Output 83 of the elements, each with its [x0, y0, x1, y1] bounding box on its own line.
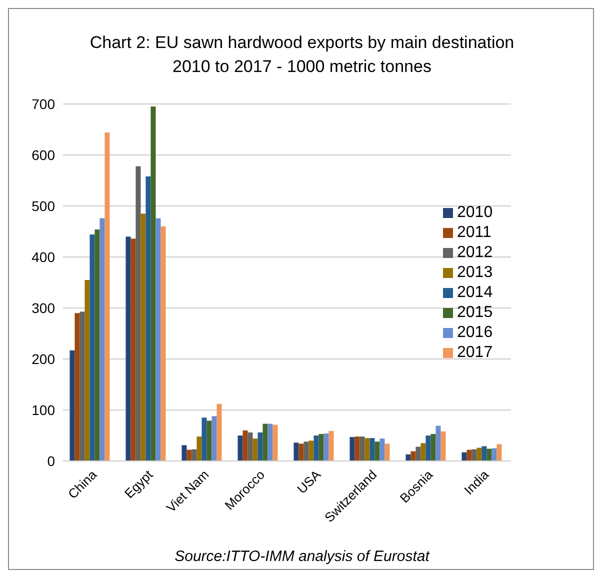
bar	[202, 418, 207, 461]
bar	[436, 426, 441, 461]
bar	[426, 436, 431, 461]
bar	[192, 449, 197, 461]
bar	[430, 434, 436, 461]
bar	[262, 424, 268, 461]
bar	[308, 440, 314, 461]
bar	[416, 446, 421, 461]
legend-label: 2011	[457, 224, 492, 241]
x-tick-label: USA	[294, 466, 324, 497]
bar	[104, 132, 110, 461]
bar	[252, 438, 258, 461]
legend-label: 2014	[457, 284, 493, 301]
legend-label: 2013	[457, 264, 493, 281]
bar	[126, 236, 131, 461]
bar	[94, 229, 100, 461]
bar	[314, 436, 319, 461]
bar	[496, 444, 502, 461]
bar	[328, 430, 334, 461]
bar	[492, 448, 497, 461]
y-tick-label: 300	[32, 300, 56, 316]
bar	[268, 424, 273, 461]
bar	[298, 444, 304, 461]
bar	[294, 442, 299, 461]
bar	[182, 445, 187, 461]
bar	[212, 416, 217, 461]
bar	[466, 450, 472, 461]
bar	[272, 424, 278, 461]
bar	[186, 450, 192, 461]
bar	[350, 437, 355, 461]
y-tick-label: 700	[32, 96, 56, 112]
y-tick-label: 500	[32, 198, 56, 214]
legend-label: 2015	[457, 304, 493, 321]
bar	[136, 166, 141, 461]
bar	[206, 420, 212, 461]
legend-label: 2010	[457, 204, 493, 221]
bar	[150, 106, 156, 461]
bar	[318, 434, 324, 461]
bar	[216, 404, 222, 461]
bar	[384, 444, 390, 461]
bar	[370, 438, 375, 461]
chart-title: Chart 2: EU sawn hardwood exports by main destination 2010 to 2017 - 1000 metric tonnes	[88, 32, 516, 78]
bar	[374, 442, 380, 461]
y-tick-label: 0	[47, 452, 56, 469]
bar	[146, 176, 151, 461]
bar	[238, 436, 243, 461]
bar	[156, 218, 161, 461]
y-tick-label: 400	[32, 248, 56, 265]
bar	[90, 234, 95, 461]
bar	[420, 443, 426, 461]
legend-label: 2016	[457, 324, 493, 341]
bar	[406, 454, 411, 461]
bar	[242, 430, 248, 461]
y-tick-label: 100	[32, 402, 56, 418]
bar	[462, 452, 467, 461]
bar	[70, 350, 75, 461]
bar	[324, 433, 329, 461]
bar	[364, 438, 370, 461]
bar	[360, 436, 365, 461]
bar	[248, 432, 253, 461]
y-tick-label: 600	[32, 146, 56, 163]
bar	[304, 442, 309, 461]
bar	[100, 218, 105, 461]
y-tick-label: 200	[32, 350, 56, 367]
bar	[482, 446, 487, 461]
bar	[84, 280, 90, 461]
bar	[160, 226, 166, 461]
bar	[476, 448, 482, 461]
bar	[196, 436, 202, 461]
bar	[130, 238, 136, 461]
bar	[80, 312, 85, 461]
source-note: Source:ITTO-IMM analysis of Eurostat	[174, 548, 431, 565]
bar	[74, 313, 80, 461]
bar	[258, 432, 263, 461]
bar	[440, 431, 446, 461]
legend-label: 2017	[457, 344, 493, 361]
bar	[410, 451, 416, 461]
legend-label: 2012	[457, 244, 493, 261]
bar	[472, 449, 477, 461]
bar	[354, 436, 360, 461]
bar	[486, 448, 492, 461]
bar	[140, 214, 146, 461]
bar	[380, 438, 385, 461]
